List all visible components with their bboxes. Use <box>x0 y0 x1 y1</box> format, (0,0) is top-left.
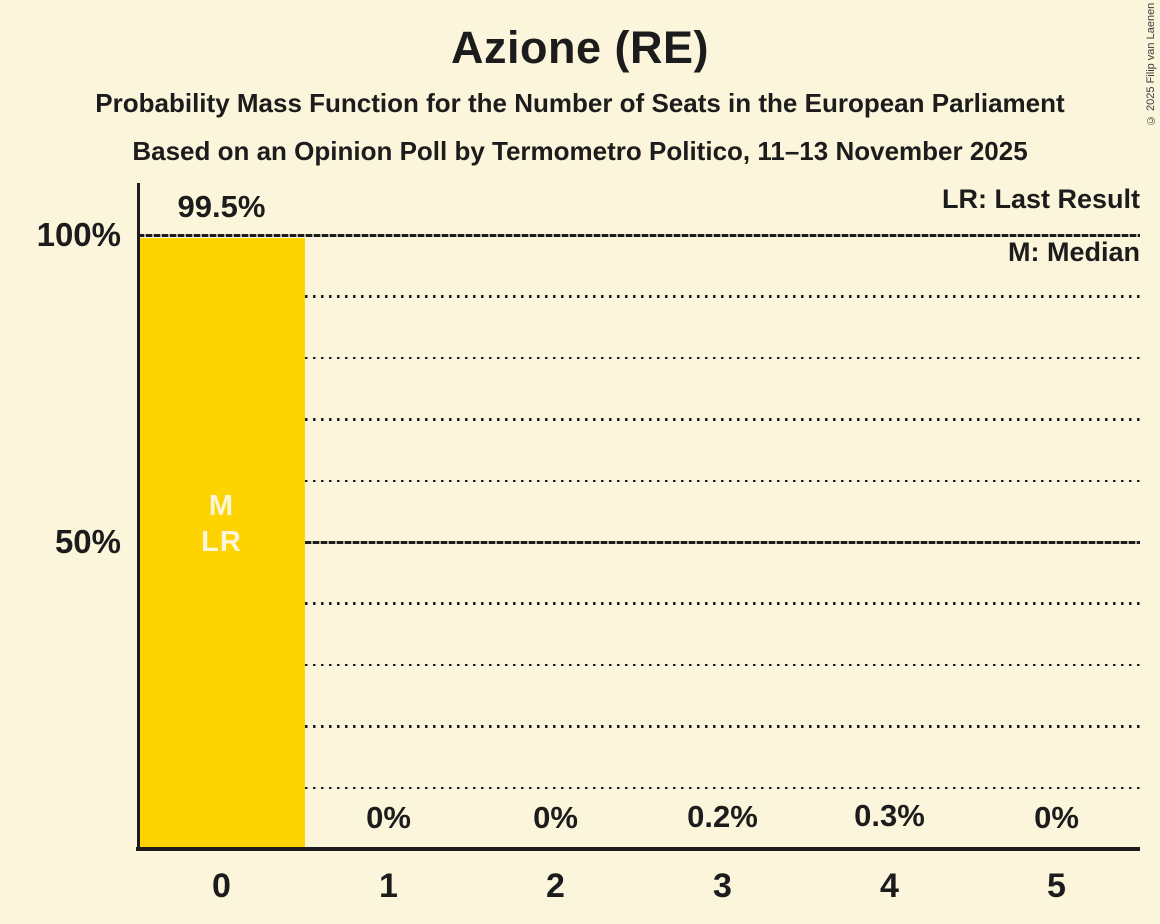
value-label-seats-1: 0% <box>366 800 411 835</box>
annotation-line-lr: LR <box>201 525 242 558</box>
gridline-solid-50 <box>305 540 1140 544</box>
x-tick-3: 3 <box>713 867 732 905</box>
copyright-notice: © 2025 Filip van Laenen <box>1144 2 1158 126</box>
value-label-seats-2: 0% <box>533 800 578 835</box>
value-label-seats-5: 0% <box>1034 800 1079 835</box>
y-tick-100: 100% <box>36 216 121 253</box>
value-label-seats-0: 99.5% <box>177 189 266 225</box>
annotation-line-m: M <box>208 489 235 522</box>
y-axis-line <box>137 183 140 851</box>
gridline-dotted-60 <box>305 479 1140 483</box>
gridline-dotted-90 <box>305 295 1140 298</box>
x-tick-4: 4 <box>880 867 899 905</box>
legend-last-result: LR: Last Result <box>941 184 1140 214</box>
y-tick-50: 50% <box>54 523 121 560</box>
chart-title: Azione (RE) <box>451 22 709 73</box>
legend-median: M: Median <box>1008 237 1140 267</box>
gridline-dotted-70 <box>305 418 1140 421</box>
x-tick-5: 5 <box>1047 867 1066 905</box>
bar-seats-0 <box>139 238 305 849</box>
bar-annotation-median-lastresult: M LR <box>138 488 305 560</box>
chart-subtitle-poll: Based on an Opinion Poll by Termometro P… <box>132 136 1028 166</box>
gridline-dotted-80 <box>305 356 1140 360</box>
x-tick-2: 2 <box>546 867 565 905</box>
gridline-dotted-30 <box>305 663 1140 667</box>
gridline-dotted-10 <box>305 786 1140 790</box>
gridline-solid-100 <box>138 233 1140 237</box>
x-axis-line <box>136 847 1140 851</box>
gridline-dotted-40 <box>305 602 1140 605</box>
copyright-text: © 2025 Filip van Laenen <box>1145 2 1157 126</box>
x-tick-1: 1 <box>379 867 398 905</box>
value-label-seats-3: 0.2% <box>687 798 758 834</box>
chart-subtitle-function: Probability Mass Function for the Number… <box>95 88 1065 118</box>
value-label-seats-4: 0.3% <box>854 798 925 834</box>
x-tick-0: 0 <box>212 867 231 905</box>
gridline-dotted-20 <box>305 725 1140 728</box>
